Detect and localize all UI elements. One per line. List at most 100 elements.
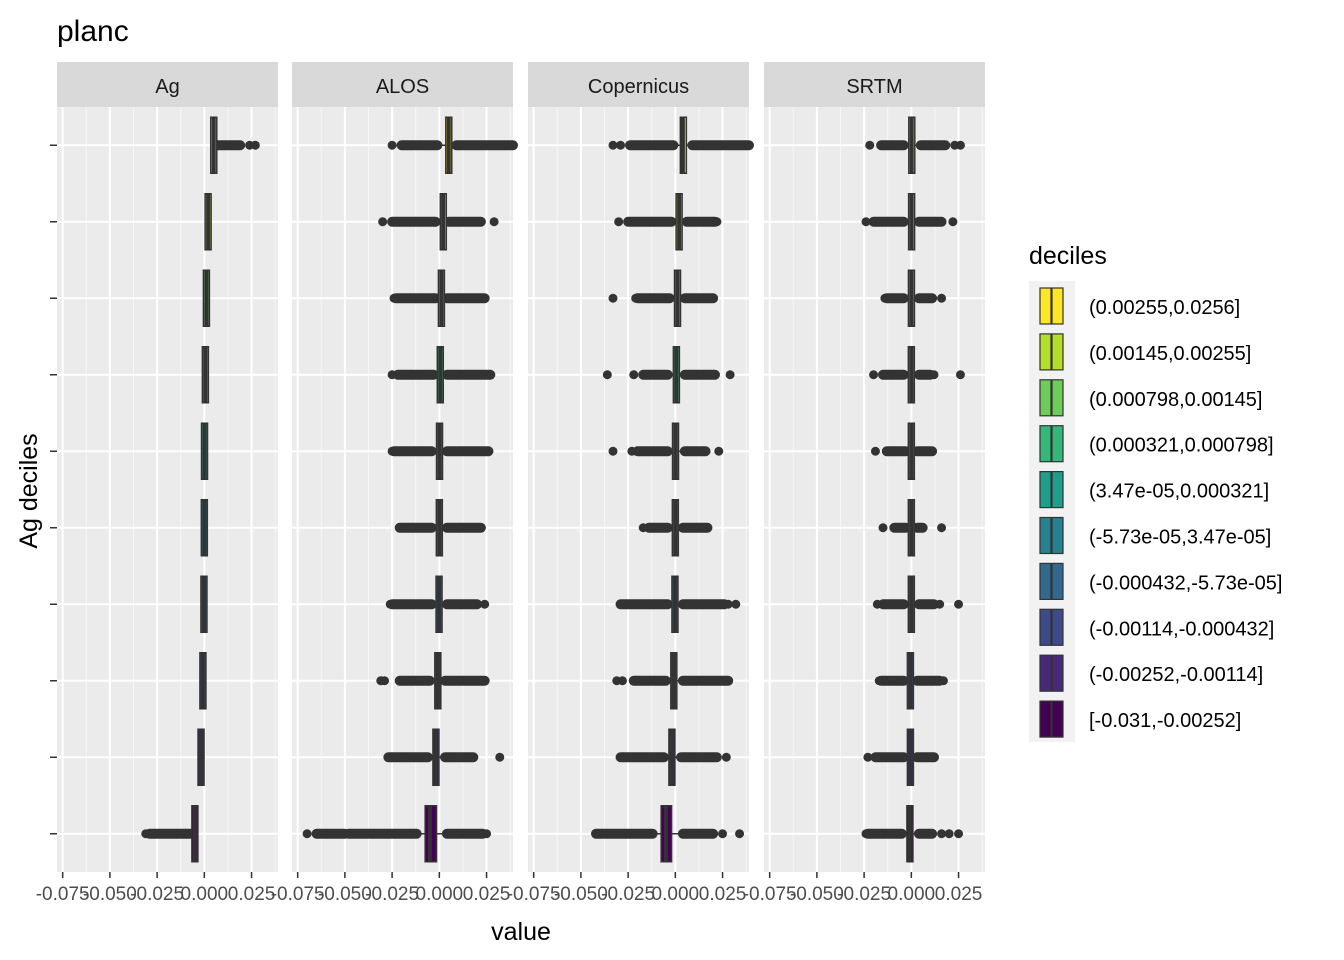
outlier-point: [482, 829, 492, 839]
outlier-point: [629, 370, 639, 380]
x-tick-label: 0.000: [181, 884, 229, 905]
outlier-point: [302, 829, 312, 839]
boxplot-6: [878, 499, 947, 557]
boxplot-7: [200, 575, 208, 633]
panel-background: [57, 107, 278, 872]
x-tick-label: -0.050: [554, 884, 608, 905]
outlier-point: [861, 217, 871, 227]
x-tick-label: -0.025: [365, 884, 419, 905]
outlier-point: [608, 140, 618, 150]
boxplot-9: [615, 728, 731, 786]
boxplot-4: [387, 346, 496, 404]
outlier-point: [389, 293, 399, 303]
x-axis-label: value: [491, 918, 551, 946]
outlier-point: [489, 217, 499, 227]
legend-label: (-5.73e-05,3.47e-05]: [1089, 527, 1271, 549]
panel-background: [292, 107, 513, 872]
panel-background: [764, 107, 985, 872]
outlier-point: [723, 599, 733, 609]
outlier-point: [937, 829, 947, 839]
x-tick-label: 0.025: [699, 884, 747, 905]
outlier-point: [608, 293, 618, 303]
boxplot-5: [200, 422, 209, 480]
outlier-point: [938, 676, 948, 686]
legend-item: (0.00145,0.00255]: [1039, 333, 1251, 371]
outlier-point: [387, 446, 397, 456]
facet-strip-label: Copernicus: [588, 76, 689, 98]
legend-label: (0.00255,0.0256]: [1089, 297, 1240, 319]
outlier-point: [937, 523, 947, 533]
outlier-point: [874, 676, 884, 686]
outlier-point: [955, 370, 965, 380]
boxplot-7: [385, 575, 490, 633]
boxplot-6: [638, 499, 713, 557]
boxplot-3: [608, 269, 719, 327]
outlier-point: [954, 599, 964, 609]
outlier-point: [935, 599, 945, 609]
outlier-point: [612, 676, 622, 686]
outlier-point: [602, 370, 612, 380]
x-tick-label: 0.025: [463, 884, 511, 905]
outlier-point: [614, 217, 624, 227]
boxplot-1: [865, 116, 965, 174]
legend-item: (0.00255,0.0256]: [1039, 287, 1240, 325]
boxplot-5: [870, 422, 938, 480]
boxplot-2: [204, 193, 212, 251]
legend-label: (0.000321,0.000798]: [1089, 435, 1274, 457]
boxplot-2: [614, 193, 722, 251]
x-tick-label: 0.000: [652, 884, 700, 905]
outlier-point: [387, 140, 397, 150]
x-tick-label: 0.025: [228, 884, 276, 905]
x-tick-label: -0.025: [601, 884, 655, 905]
legend-label: (-0.000432,-5.73e-05]: [1089, 572, 1282, 594]
outlier-point: [712, 217, 722, 227]
x-tick-label: -0.075: [507, 884, 561, 905]
boxplot-3: [880, 269, 947, 327]
legend-item: (-5.73e-05,3.47e-05]: [1039, 516, 1271, 555]
boxplot-9: [383, 728, 505, 786]
x-tick-label: 0.000: [416, 884, 464, 905]
outlier-point: [385, 599, 395, 609]
boxplot-1: [387, 116, 518, 174]
boxplot-8: [874, 652, 948, 710]
panel-background: [528, 107, 749, 872]
legend-label: (0.00145,0.00255]: [1089, 343, 1251, 365]
outlier-point: [872, 599, 882, 609]
boxplot-2: [378, 193, 499, 251]
boxplot-9: [197, 728, 205, 786]
outlier-point: [878, 523, 888, 533]
outlier-point: [718, 829, 728, 839]
outlier-point: [731, 599, 741, 609]
outlier-point: [735, 829, 745, 839]
outlier-point: [929, 370, 939, 380]
x-tick-label: -0.050: [790, 884, 844, 905]
boxplot-10: [141, 805, 199, 863]
boxplot-8: [612, 652, 734, 710]
outlier-point: [954, 829, 964, 839]
outlier-point: [865, 140, 875, 150]
x-tick-label: -0.025: [130, 884, 184, 905]
x-tick-label: 0.025: [935, 884, 983, 905]
outlier-point: [495, 752, 505, 762]
boxplot-1: [210, 116, 260, 174]
boxplot-5: [387, 422, 494, 480]
y-axis: [50, 144, 57, 835]
outlier-point: [869, 370, 879, 380]
facet-strip-label: SRTM: [846, 76, 902, 98]
outlier-point: [948, 217, 958, 227]
outlier-point: [870, 446, 880, 456]
outlier-point: [378, 217, 388, 227]
outlier-point: [376, 676, 386, 686]
boxplot-3: [202, 269, 211, 327]
boxplot-2: [861, 193, 958, 251]
boxplot-10: [591, 805, 745, 863]
boxplot-10: [861, 805, 964, 863]
facet-strip: [57, 62, 278, 107]
outlier-point: [725, 370, 735, 380]
chart-title: planc: [57, 15, 129, 48]
legend-item: [-0.031,-0.00252]: [1039, 700, 1241, 738]
